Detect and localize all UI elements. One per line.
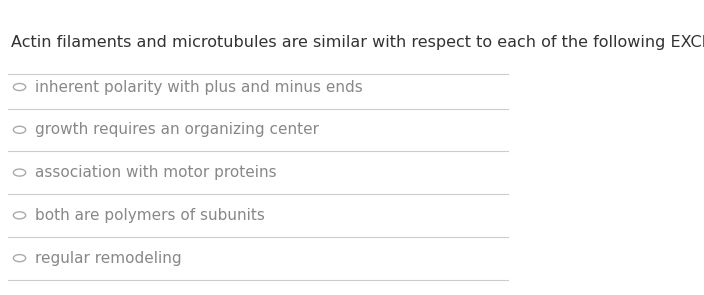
Text: both are polymers of subunits: both are polymers of subunits — [35, 208, 265, 223]
Text: growth requires an organizing center: growth requires an organizing center — [35, 122, 319, 137]
Text: regular remodeling: regular remodeling — [35, 251, 182, 266]
Text: Actin filaments and microtubules are similar with respect to each of the followi: Actin filaments and microtubules are sim… — [11, 35, 704, 50]
Text: association with motor proteins: association with motor proteins — [35, 165, 277, 180]
Text: inherent polarity with plus and minus ends: inherent polarity with plus and minus en… — [35, 80, 363, 94]
